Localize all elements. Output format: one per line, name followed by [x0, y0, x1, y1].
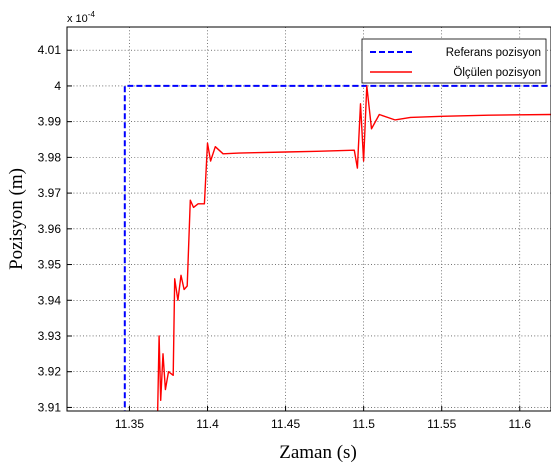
y-tick-label: 4: [54, 79, 61, 93]
x-tick-label: 11.35: [115, 417, 144, 431]
y-tick-label: 3.98: [38, 150, 62, 164]
x-axis-label: Zaman (s): [279, 442, 357, 463]
x-tick-labels: 11.35 11.4 11.45 11.5 11.55 11.6: [115, 417, 531, 431]
legend-label-measured: Ölçülen pozisyon: [453, 67, 541, 79]
y-tick-label: 3.96: [38, 222, 62, 236]
reference-position-line: [123, 84, 551, 411]
y-axis-multiplier: x 10-4: [67, 10, 95, 25]
x-tick-label: 11.6: [509, 417, 532, 431]
measured-position-line: [156, 85, 551, 411]
y-multiplier-base: x 10: [67, 13, 88, 25]
plot-frame: [66, 26, 551, 412]
y-tick-label: 3.91: [38, 400, 62, 414]
tick-marks: [67, 49, 521, 411]
y-tick-label: 3.93: [38, 329, 62, 343]
y-tick-label: 3.95: [38, 258, 62, 272]
y-multiplier-exponent: -4: [88, 10, 96, 19]
y-tick-labels: 3.91 3.92 3.93 3.94 3.95 3.96 3.97 3.98 3.99 4 4.0…: [38, 43, 62, 414]
y-tick-label: 3.97: [38, 186, 62, 200]
y-axis-label: Pozisyon (m): [6, 168, 27, 270]
x-tick-label: 11.55: [427, 417, 456, 431]
y-tick-label: 3.94: [38, 293, 62, 307]
x-tick-label: 11.45: [271, 417, 300, 431]
x-tick-label: 11.4: [196, 417, 219, 431]
plot-area: [67, 27, 551, 411]
legend: Referans pozisyon Ölçülen pozisyon: [361, 38, 547, 84]
series-layer: [123, 84, 551, 411]
grid: [67, 27, 551, 411]
y-tick-label: 3.99: [38, 115, 62, 129]
y-tick-label: 4.01: [38, 43, 62, 57]
x-tick-label: 11.5: [352, 417, 375, 431]
y-tick-label: 3.92: [38, 365, 62, 379]
legend-label-reference: Referans pozisyon: [446, 47, 541, 59]
legend-box: [361, 38, 547, 84]
